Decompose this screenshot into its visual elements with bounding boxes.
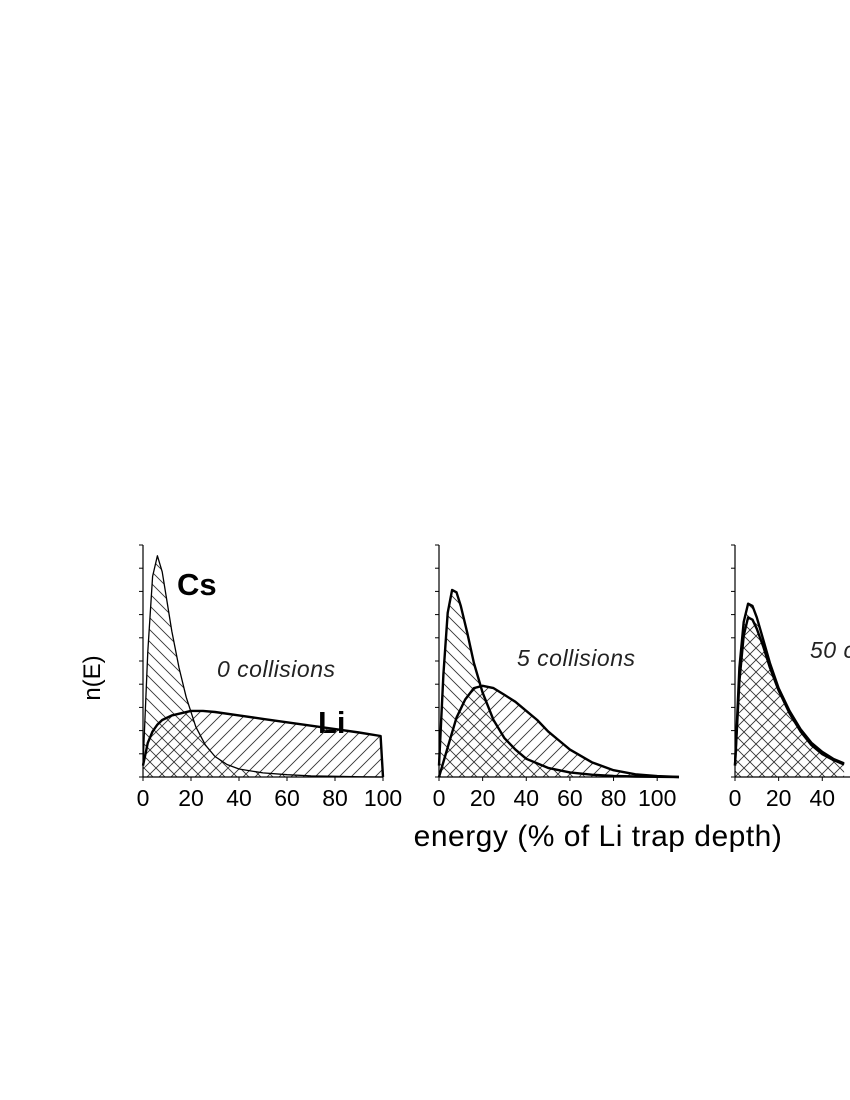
panel-3-x-tick-label: 0 xyxy=(729,785,742,811)
panel-2-annotation: 5 collisions xyxy=(517,645,636,671)
panel-3-li-area xyxy=(735,617,845,777)
x-axis-label: energy (% of Li trap depth) xyxy=(414,820,783,853)
panel-3-annotation: 50 c xyxy=(810,637,850,663)
panel-3-x-tick-label: 40 xyxy=(809,785,835,811)
panel-1-x-tick-label: 60 xyxy=(274,785,300,811)
panel-2-x-tick-label: 80 xyxy=(601,785,627,811)
panel-1-annotation: 0 collisions xyxy=(217,656,336,682)
panel-1-li-area xyxy=(143,710,383,777)
panel-1-x-tick-label: 100 xyxy=(364,785,402,811)
series-label-cs: Cs xyxy=(177,567,217,602)
panel-1-x-tick-label: 40 xyxy=(226,785,252,811)
panel-2-li-curve xyxy=(437,684,680,779)
panel-2-x-tick-label: 0 xyxy=(433,785,446,811)
panels-group: 0 20 40 60 80 100 0 20 40 60 80 100 0 20 40 xyxy=(137,544,850,811)
panel-2: 0 20 40 60 80 100 xyxy=(433,544,680,811)
panel-2-x-tick-label: 100 xyxy=(638,785,676,811)
panel-3-x-tick-label: 20 xyxy=(766,785,792,811)
panel-1-x-tick-label: 80 xyxy=(322,785,348,811)
panel-1-x-tick-label: 0 xyxy=(137,785,150,811)
y-axis-label: n(E) xyxy=(79,655,106,700)
panel-2-x-tick-label: 20 xyxy=(470,785,496,811)
panel-2-x-tick-label: 60 xyxy=(557,785,583,811)
panel-3-cs-curve xyxy=(733,602,845,766)
panel-1-x-tick-label: 20 xyxy=(178,785,204,811)
panel-1: 0 20 40 60 80 100 xyxy=(137,544,402,811)
panel-3-li-curve xyxy=(733,616,845,766)
panel-3: 0 20 40 xyxy=(729,544,850,811)
panel-2-cs-curve xyxy=(437,588,680,779)
panel-2-x-tick-label: 40 xyxy=(513,785,539,811)
panel-2-li-area xyxy=(439,685,679,777)
panel-1-li-curve xyxy=(141,709,385,778)
panel-1-cs-curve xyxy=(142,555,384,778)
